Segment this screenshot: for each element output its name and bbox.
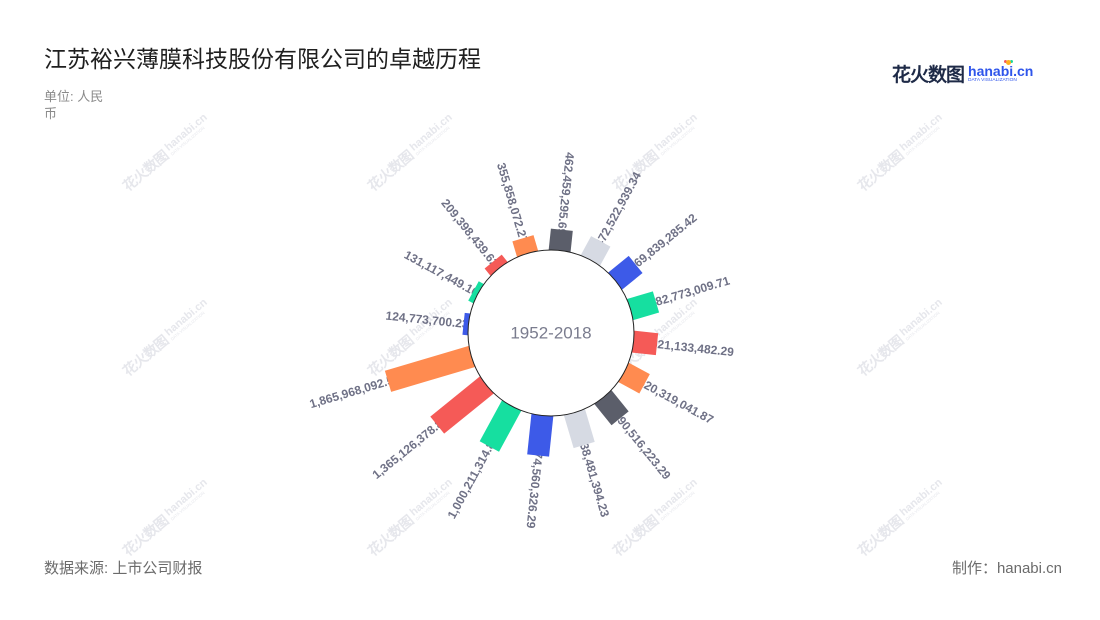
bar-value-label: 472,522,939.34 <box>592 169 644 249</box>
radial-bar <box>527 413 554 457</box>
bar-value-label: 355,858,072.27 <box>494 161 531 245</box>
radial-bar <box>479 399 522 452</box>
radial-bar <box>548 228 573 253</box>
radial-bar <box>384 345 476 392</box>
bar-value-label: 738,481,394.23 <box>575 435 612 519</box>
radial-bar <box>631 330 659 356</box>
bar-value-label: 209,398,439.62 <box>438 196 502 270</box>
bar-value-label: 874,560,326.29 <box>523 445 546 530</box>
radial-bar <box>468 281 485 304</box>
logo-text-block: hanabi.cn DATA VISUALIZATION <box>968 59 1034 84</box>
bar-value-label: 590,516,223.29 <box>610 409 674 483</box>
logo-domain: hanabi.cn <box>968 62 1034 79</box>
bar-value-label: 124,773,700.23 <box>385 309 470 332</box>
radial-bar <box>626 291 660 321</box>
bars <box>384 228 660 457</box>
logo-name: 花火数图 <box>892 65 965 86</box>
center-label: 1952-2018 <box>510 324 591 343</box>
bar-value-label: 131,117,449.16 <box>402 248 482 300</box>
radial-bar <box>430 376 495 434</box>
data-source: 数据来源: 上市公司财报 <box>44 560 203 577</box>
radial-bar <box>484 254 508 277</box>
center-circle <box>467 249 635 417</box>
radial-bar <box>594 389 629 426</box>
spark-icon <box>1006 59 1012 65</box>
logo-tagline: DATA VISUALIZATION <box>968 77 1017 83</box>
credit: 制作：hanabi.cn <box>951 560 1062 577</box>
radial-bar <box>563 408 595 449</box>
bar-value-label: 582,773,009.71 <box>647 273 731 310</box>
brand-logo: 花火数图 hanabi.cn DATA VISUALIZATION <box>892 59 1034 87</box>
bar-value-label: 462,459,295.69 <box>554 152 577 237</box>
chart-title: 江苏裕兴薄膜科技股份有限公司的卓越历程 <box>44 46 481 72</box>
radial-bar <box>617 362 650 394</box>
bar-value-label: 569,839,285.42 <box>626 211 700 275</box>
unit-label: 单位: 人民币 <box>44 89 104 121</box>
bar-value-label: 520,319,041.87 <box>636 375 716 427</box>
bar-value-label: 521,133,482.29 <box>650 337 735 360</box>
